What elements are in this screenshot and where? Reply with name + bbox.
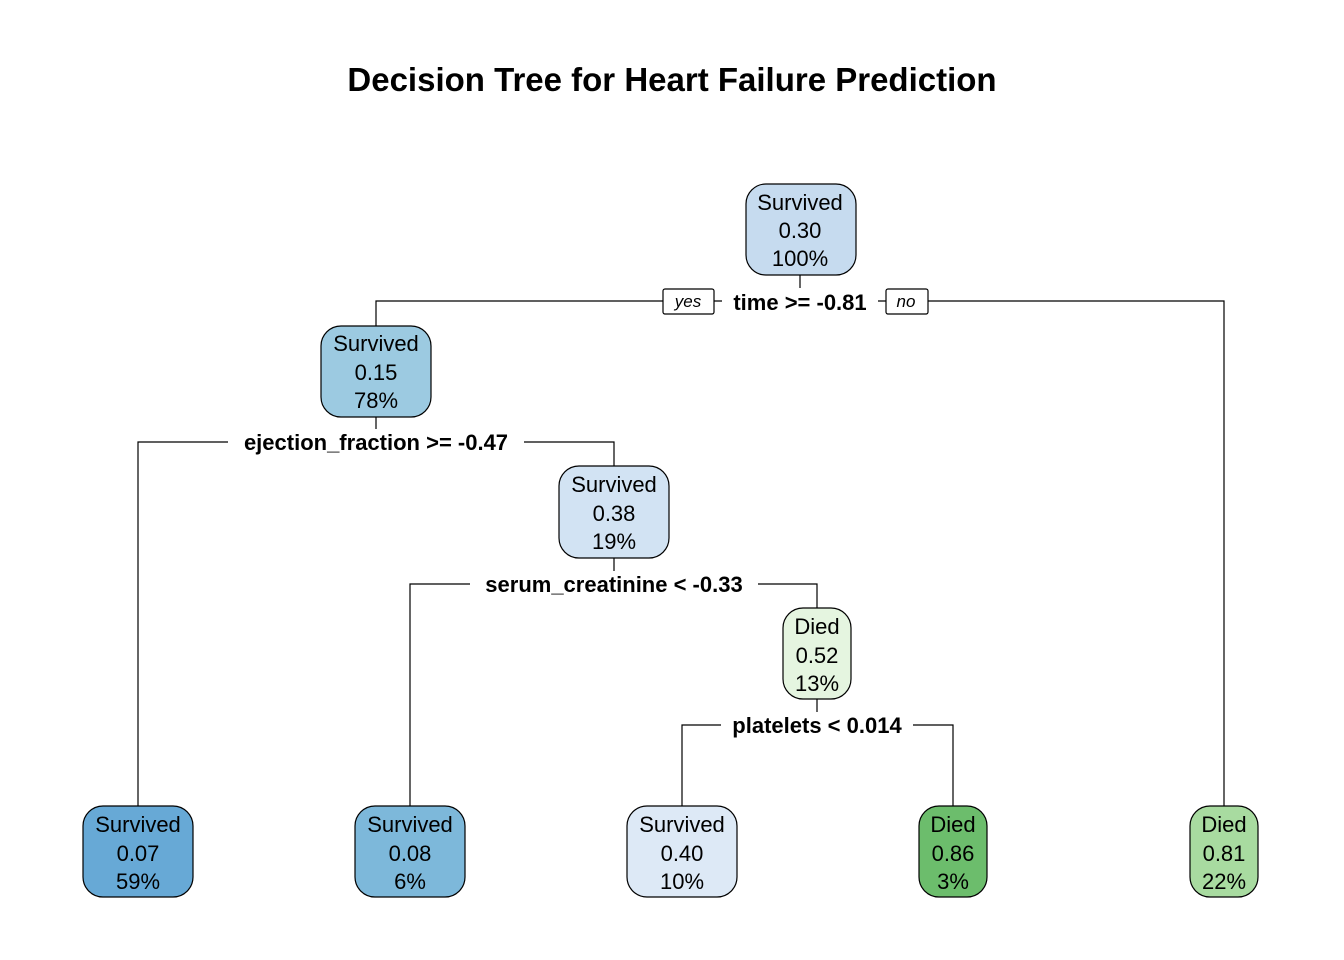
node-box [782,607,852,700]
node-pct: 19% [592,529,636,554]
node-box [82,805,194,898]
leaf-2: Survived 0.08 6% [354,805,466,898]
node-prob: 0.86 [932,841,975,866]
node-class: Survived [95,812,181,837]
split-text: ejection_fraction >= -0.47 [244,430,508,455]
node-box [626,805,738,898]
node-box [1189,805,1259,898]
node-pct: 13% [795,671,839,696]
split-text: serum_creatinine < -0.33 [485,572,742,597]
chart-title: Decision Tree for Heart Failure Predicti… [347,61,996,98]
node-pct: 6% [394,869,426,894]
split-label-ejection: ejection_fraction >= -0.47 [228,429,524,455]
node-class: Survived [757,190,843,215]
node-class: Died [930,812,975,837]
node-prob: 0.52 [796,643,839,668]
svg-text:yes: yes [674,292,702,311]
node-prob: 0.30 [779,218,822,243]
node-class: Died [1201,812,1246,837]
node-prob: 0.38 [593,501,636,526]
svg-text:no: no [897,292,916,311]
node-n4: Died 0.52 13% [782,607,852,700]
node-box [745,183,857,276]
split-text: platelets < 0.014 [732,713,902,738]
split-label-creatinine: serum_creatinine < -0.33 [470,571,758,597]
node-class: Survived [367,812,453,837]
node-pct: 22% [1202,869,1246,894]
node-class: Survived [639,812,725,837]
tree-edges [137,275,1225,806]
node-n3: Survived 0.38 19% [558,465,670,559]
split-label-platelets: platelets < 0.014 [721,712,913,738]
node-box [918,805,988,898]
leaf-1: Survived 0.07 59% [82,805,194,898]
edge-split-ejection [137,441,615,806]
leaf-4: Died 0.86 3% [918,805,988,898]
split-label-time: time >= -0.81 [722,288,878,315]
node-box [354,805,466,898]
node-pct: 78% [354,388,398,413]
node-prob: 0.40 [661,841,704,866]
node-prob: 0.15 [355,360,398,385]
node-pct: 100% [772,246,828,271]
node-prob: 0.81 [1203,841,1246,866]
node-prob: 0.07 [117,841,160,866]
node-class: Died [794,614,839,639]
node-pct: 3% [937,869,969,894]
node-pct: 10% [660,869,704,894]
no-branch-label: no [885,288,929,315]
yes-branch-label: yes [662,288,715,315]
edge-split-creatinine [409,583,818,806]
node-class: Survived [333,331,419,356]
node-pct: 59% [116,869,160,894]
split-text: time >= -0.81 [733,290,866,315]
node-box [320,325,432,418]
node-prob: 0.08 [389,841,432,866]
node-box [558,465,670,559]
leaf-3: Survived 0.40 10% [626,805,738,898]
node-n2: Survived 0.15 78% [320,325,432,418]
node-class: Survived [571,472,657,497]
leaf-5: Died 0.81 22% [1189,805,1259,898]
node-root: Survived 0.30 100% [745,183,857,276]
